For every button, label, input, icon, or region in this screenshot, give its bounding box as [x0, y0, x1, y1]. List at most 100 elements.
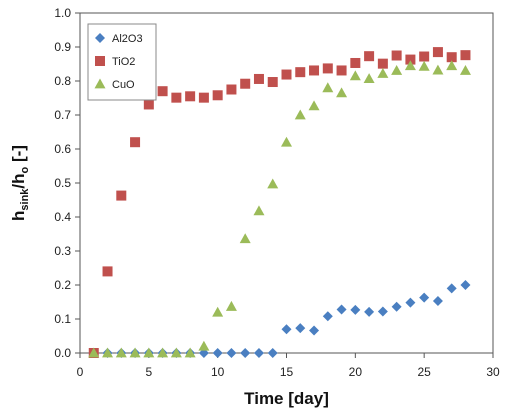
- triangle-point: [170, 347, 182, 358]
- y-tick-label: 0.2: [54, 278, 71, 292]
- square-point: [267, 77, 278, 88]
- y-tick-label: 0.8: [54, 74, 71, 88]
- square-point: [102, 266, 113, 277]
- y-axis-title-tail: [-]: [9, 145, 28, 167]
- y-axis-title-main: h: [9, 211, 28, 221]
- square-point: [116, 190, 127, 201]
- diamond-point: [391, 301, 402, 312]
- y-tick-label: 0.5: [54, 176, 71, 190]
- x-tick-label: 10: [211, 365, 225, 379]
- x-tick-label: 0: [77, 365, 84, 379]
- square-point: [130, 137, 141, 148]
- y-tick-label: 0.3: [54, 244, 71, 258]
- triangle-point: [446, 60, 458, 71]
- square-point: [253, 73, 264, 84]
- diamond-point: [460, 280, 471, 290]
- y-axis-title-sub2: o: [19, 166, 31, 173]
- triangle-point: [212, 306, 224, 317]
- square-point: [281, 69, 292, 80]
- triangle-point: [377, 68, 389, 78]
- diamond-point: [350, 304, 361, 315]
- square-point: [377, 58, 388, 69]
- diamond-point: [253, 348, 264, 358]
- triangle-point: [115, 347, 127, 358]
- legend: Al2O3 TiO2 CuO: [87, 23, 157, 101]
- x-tick-label: 25: [417, 365, 431, 379]
- diamond-point: [309, 325, 320, 336]
- y-tick-label: 0.9: [54, 40, 71, 54]
- legend-label: TiO2: [112, 56, 135, 68]
- diamond-point: [419, 292, 430, 303]
- square-point: [185, 91, 196, 102]
- diamond-point: [267, 348, 278, 358]
- legend-label: Al2O3: [112, 33, 143, 45]
- square-point: [460, 50, 471, 61]
- triangle-point: [102, 347, 114, 358]
- diamond-point: [446, 283, 457, 294]
- square-point: [157, 86, 168, 97]
- triangle-point: [432, 64, 444, 75]
- triangle-point: [349, 70, 361, 81]
- square-point: [322, 63, 333, 74]
- square-point: [405, 54, 416, 65]
- square-point: [171, 92, 182, 103]
- triangle-point: [143, 347, 155, 358]
- triangle-point: [391, 64, 403, 75]
- x-tick-label: 15: [280, 365, 294, 379]
- tick-labels: 0 5 10 15 20 25 30 0.0 0.1 0.2 0.3 0.4 0.5 0.6 0.7 0.8 0…: [54, 6, 500, 379]
- diamond-point: [226, 348, 237, 358]
- y-axis-title: hsink/ho [-]: [9, 145, 31, 221]
- square-point: [336, 65, 347, 76]
- triangle-point: [239, 233, 251, 244]
- square-point: [446, 52, 457, 63]
- square-point: [309, 65, 320, 76]
- diamond-point: [295, 323, 306, 334]
- triangle-point: [267, 178, 279, 189]
- triangle-point: [322, 82, 334, 93]
- x-axis-title: Time [day]: [244, 389, 329, 408]
- triangle-point: [404, 60, 416, 71]
- diamond-point: [377, 306, 388, 317]
- x-tick-label: 5: [145, 365, 152, 379]
- triangle-point: [459, 64, 471, 75]
- diamond-point: [281, 324, 292, 335]
- square-point: [226, 84, 237, 95]
- diamond-point: [405, 297, 416, 308]
- y-tick-label: 0.6: [54, 142, 71, 156]
- y-axis-title-mid: /h: [9, 173, 28, 188]
- square-point: [198, 92, 209, 103]
- legend-triangle-marker: [94, 78, 106, 89]
- diamond-point: [212, 348, 223, 358]
- square-point: [295, 67, 306, 78]
- data-marks: [88, 47, 471, 358]
- square-point: [419, 51, 430, 62]
- triangle-point: [294, 109, 306, 120]
- legend-square-marker: [95, 56, 105, 66]
- axis-ticks: [75, 12, 494, 358]
- diamond-point: [240, 348, 251, 358]
- legend-label: CuO: [112, 79, 135, 91]
- square-point: [212, 90, 223, 101]
- triangle-point: [363, 73, 375, 84]
- diamond-point: [432, 295, 443, 306]
- x-tick-label: 30: [486, 365, 500, 379]
- square-point: [391, 50, 402, 61]
- triangle-point: [157, 347, 169, 358]
- diamond-point: [336, 304, 347, 315]
- triangle-point: [281, 136, 292, 147]
- triangle-point: [129, 347, 141, 358]
- square-point: [240, 78, 251, 89]
- square-point: [143, 99, 154, 110]
- y-tick-label: 0.0: [54, 346, 71, 360]
- square-point: [364, 51, 375, 62]
- square-point: [350, 57, 361, 68]
- diamond-point: [322, 311, 333, 322]
- triangle-point: [198, 340, 210, 351]
- triangle-point: [336, 87, 348, 98]
- square-point: [432, 47, 443, 58]
- y-axis-title-sub1: sink: [19, 188, 31, 211]
- triangle-point: [225, 300, 237, 311]
- series-cuo: [88, 60, 471, 358]
- triangle-point: [308, 100, 320, 111]
